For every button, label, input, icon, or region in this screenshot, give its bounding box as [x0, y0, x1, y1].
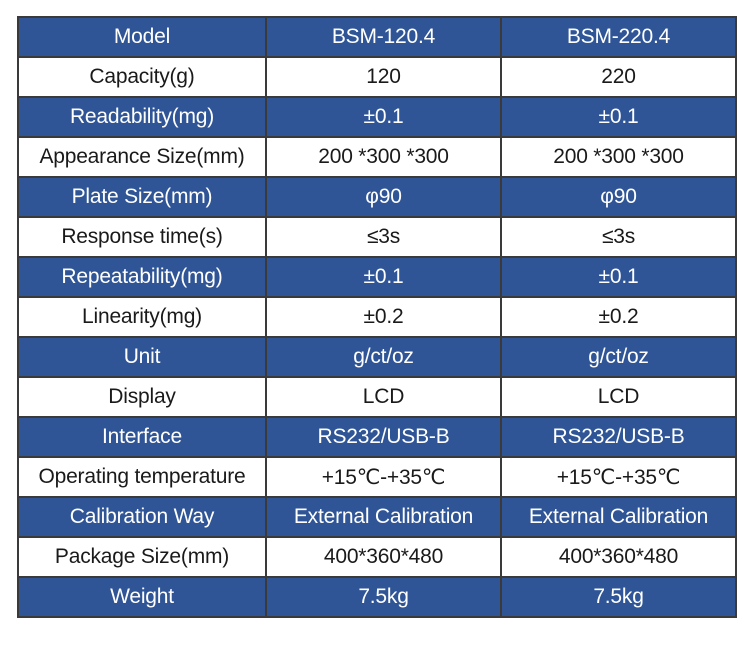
table-row-weight: Weight 7.5kg 7.5kg: [17, 576, 737, 618]
value-cell-col2: 200 *300 *300: [500, 136, 737, 178]
value-cell-col1: BSM-120.4: [265, 16, 502, 58]
value-cell-col1: ±0.1: [265, 96, 502, 138]
value-cell-col2: 7.5kg: [500, 576, 737, 618]
spec-table: Model BSM-120.4 BSM-220.4 Capacity(g) 12…: [17, 16, 737, 618]
value-cell-col1: g/ct/oz: [265, 336, 502, 378]
value-cell-col2: LCD: [500, 376, 737, 418]
label-cell: Readability(mg): [17, 96, 267, 138]
table-row-repeatability: Repeatability(mg) ±0.1 ±0.1: [17, 256, 737, 298]
table-row-linearity: Linearity(mg) ±0.2 ±0.2: [17, 296, 737, 338]
value-cell-col2: RS232/USB-B: [500, 416, 737, 458]
label-cell: Interface: [17, 416, 267, 458]
value-cell-col2: ±0.1: [500, 96, 737, 138]
table-row-capacity: Capacity(g) 120 220: [17, 56, 737, 98]
label-cell: Repeatability(mg): [17, 256, 267, 298]
value-cell-col2: ±0.2: [500, 296, 737, 338]
label-cell: Calibration Way: [17, 496, 267, 538]
value-cell-col2: ≤3s: [500, 216, 737, 258]
table-row-appearance-size: Appearance Size(mm) 200 *300 *300 200 *3…: [17, 136, 737, 178]
label-cell: Unit: [17, 336, 267, 378]
table-row-unit: Unit g/ct/oz g/ct/oz: [17, 336, 737, 378]
value-cell-col2: φ90: [500, 176, 737, 218]
value-cell-col2: +15℃-+35℃: [500, 456, 737, 498]
value-cell-col1: External Calibration: [265, 496, 502, 538]
value-cell-col1: LCD: [265, 376, 502, 418]
table-row-interface: Interface RS232/USB-B RS232/USB-B: [17, 416, 737, 458]
table-row-plate-size: Plate Size(mm) φ90 φ90: [17, 176, 737, 218]
label-cell: Model: [17, 16, 267, 58]
value-cell-col2: 220: [500, 56, 737, 98]
value-cell-col1: 400*360*480: [265, 536, 502, 578]
table-row-readability: Readability(mg) ±0.1 ±0.1: [17, 96, 737, 138]
value-cell-col2: 400*360*480: [500, 536, 737, 578]
table-row-display: Display LCD LCD: [17, 376, 737, 418]
label-cell: Response time(s): [17, 216, 267, 258]
value-cell-col2: ±0.1: [500, 256, 737, 298]
value-cell-col2: g/ct/oz: [500, 336, 737, 378]
table-row-calibration-way: Calibration Way External Calibration Ext…: [17, 496, 737, 538]
value-cell-col1: ≤3s: [265, 216, 502, 258]
value-cell-col1: ±0.1: [265, 256, 502, 298]
table-row-response-time: Response time(s) ≤3s ≤3s: [17, 216, 737, 258]
table-row-package-size: Package Size(mm) 400*360*480 400*360*480: [17, 536, 737, 578]
value-cell-col1: RS232/USB-B: [265, 416, 502, 458]
value-cell-col1: 200 *300 *300: [265, 136, 502, 178]
label-cell: Plate Size(mm): [17, 176, 267, 218]
label-cell: Display: [17, 376, 267, 418]
label-cell: Weight: [17, 576, 267, 618]
value-cell-col2: BSM-220.4: [500, 16, 737, 58]
table-row-model: Model BSM-120.4 BSM-220.4: [17, 16, 737, 58]
value-cell-col1: 120: [265, 56, 502, 98]
label-cell: Linearity(mg): [17, 296, 267, 338]
label-cell: Package Size(mm): [17, 536, 267, 578]
value-cell-col1: φ90: [265, 176, 502, 218]
value-cell-col1: ±0.2: [265, 296, 502, 338]
value-cell-col1: 7.5kg: [265, 576, 502, 618]
value-cell-col1: +15℃-+35℃: [265, 456, 502, 498]
label-cell: Capacity(g): [17, 56, 267, 98]
label-cell: Appearance Size(mm): [17, 136, 267, 178]
value-cell-col2: External Calibration: [500, 496, 737, 538]
table-row-operating-temperature: Operating temperature +15℃-+35℃ +15℃-+35…: [17, 456, 737, 498]
label-cell: Operating temperature: [17, 456, 267, 498]
